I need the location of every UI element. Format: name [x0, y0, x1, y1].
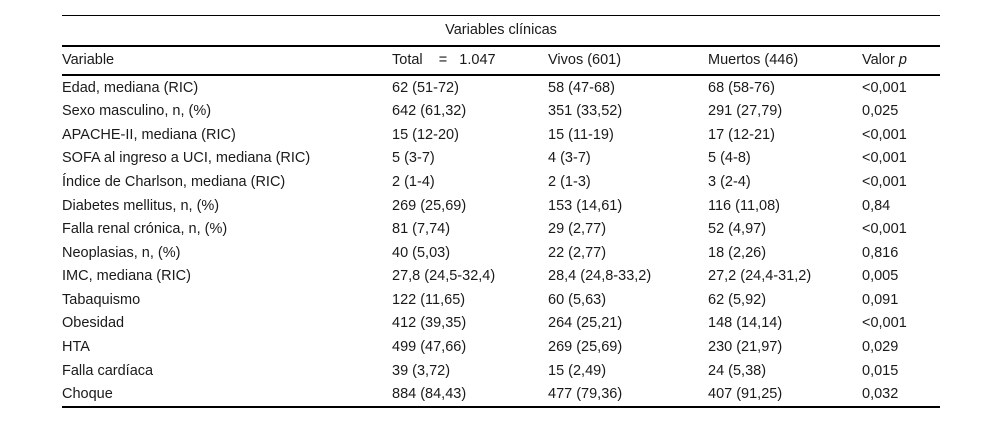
cell-total: 642 (61,32): [392, 103, 467, 120]
cell-p: <0,001: [862, 173, 907, 190]
cell-total: 5 (3-7): [392, 150, 435, 167]
cell-p: <0,001: [862, 126, 907, 143]
cell-total: 62 (51-72): [392, 79, 459, 96]
cell-vivos: 351 (33,52): [548, 103, 623, 120]
cell-p: 0,84: [862, 197, 891, 214]
cell-muertos: 407 (91,25): [708, 386, 783, 403]
valor-label: Valor: [862, 52, 899, 69]
cell-p: 0,816: [862, 244, 899, 261]
cell-muertos: 52 (4,97): [708, 221, 767, 238]
cell-muertos: 148 (14,14): [708, 315, 783, 332]
cell-variable: Choque: [62, 386, 113, 403]
cell-muertos: 291 (27,79): [708, 103, 783, 120]
cell-vivos: 269 (25,69): [548, 339, 623, 356]
cell-variable: IMC, mediana (RIC): [62, 268, 191, 285]
cell-p: <0,001: [862, 150, 907, 167]
p-symbol: p: [898, 52, 907, 69]
cell-p: 0,091: [862, 291, 899, 308]
cell-total: 122 (11,65): [392, 291, 466, 308]
cell-muertos: 3 (2-4): [708, 173, 751, 190]
cell-muertos: 116 (11,08): [708, 197, 781, 214]
cell-vivos: 28,4 (24,8-33,2): [548, 268, 652, 285]
cell-muertos: 230 (21,97): [708, 339, 783, 356]
cell-variable: Sexo masculino, n, (%): [62, 103, 212, 120]
cell-variable: Diabetes mellitus, n, (%): [62, 197, 220, 214]
table-row: Obesidad 412 (39,35) 264 (25,21) 148 (14,14…: [62, 312, 940, 336]
cell-vivos: 29 (2,77): [548, 221, 607, 238]
cell-variable: SOFA al ingreso a UCI, mediana (RIC): [62, 150, 311, 167]
table-header-row: Variable Total = 1.047 Vivos (601) Muert…: [62, 46, 941, 76]
cell-total: 39 (3,72): [392, 362, 451, 379]
table-row: Neoplasias, n, (%) 40 (5,03) 22 (2,77) 18 (…: [62, 241, 940, 265]
cell-p: 0,025: [862, 103, 899, 120]
cell-total: 15 (12-20): [392, 126, 459, 143]
cell-variable: Índice de Charlson, mediana (RIC): [62, 173, 286, 190]
cell-muertos: 27,2 (24,4-31,2): [708, 268, 812, 285]
column-header-total: Total = 1.047: [392, 46, 548, 76]
cell-total: 2 (1-4): [392, 173, 435, 190]
table-row: Diabetes mellitus, n, (%) 269 (25,69) 153 …: [62, 194, 940, 218]
cell-variable: Tabaquismo: [62, 291, 141, 308]
cell-muertos: 5 (4-8): [708, 150, 751, 167]
cell-vivos: 60 (5,63): [548, 291, 607, 308]
cell-muertos: 68 (58-76): [708, 79, 775, 96]
table-row: Sexo masculino, n, (%) 642 (61,32) 351 (33…: [62, 100, 940, 124]
cell-vivos: 477 (79,36): [548, 386, 623, 403]
table-body: Edad, mediana (RIC) 62 (51-72) 58 (47-68) 6…: [62, 75, 940, 407]
cell-total: 269 (25,69): [392, 197, 467, 214]
cell-muertos: 17 (12-21): [708, 126, 775, 143]
table-row: HTA 499 (47,66) 269 (25,69) 230 (21,97) 0,02…: [62, 336, 940, 360]
column-header-muertos: Muertos (446): [708, 46, 862, 76]
cell-p: <0,001: [862, 79, 907, 96]
table-row: Choque 884 (84,43) 477 (79,36) 407 (91,25) 0…: [62, 383, 940, 408]
cell-total: 27,8 (24,5-32,4): [392, 268, 496, 285]
cell-p: 0,015: [862, 362, 899, 379]
table-row: IMC, mediana (RIC) 27,8 (24,5-32,4) 28,4 (…: [62, 265, 940, 289]
table-title: Variables clínicas: [62, 15, 941, 47]
cell-muertos: 24 (5,38): [708, 362, 767, 379]
cell-vivos: 15 (11-19): [548, 126, 614, 143]
clinical-variables-table-container: Variables clínicas Variable Total = 1.04…: [62, 15, 941, 409]
cell-p: <0,001: [862, 221, 907, 238]
cell-total: 412 (39,35): [392, 315, 467, 332]
cell-variable: Edad, mediana (RIC): [62, 79, 199, 96]
clinical-variables-table: Variables clínicas Variable Total = 1.04…: [62, 15, 941, 409]
cell-p: 0,005: [862, 268, 899, 285]
cell-vivos: 4 (3-7): [548, 150, 591, 167]
cell-variable: HTA: [62, 339, 90, 356]
cell-p: 0,029: [862, 339, 899, 356]
table-row: Falla renal crónica, n, (%) 81 (7,74) 29 (…: [62, 218, 940, 242]
table-row: Falla cardíaca 39 (3,72) 15 (2,49) 24 (5,38…: [62, 359, 940, 383]
table-row: Tabaquismo 122 (11,65) 60 (5,63) 62 (5,92) 0…: [62, 288, 940, 312]
cell-vivos: 22 (2,77): [548, 244, 607, 261]
cell-variable: Falla cardíaca: [62, 362, 154, 379]
cell-muertos: 18 (2,26): [708, 244, 767, 261]
cell-vivos: 264 (25,21): [548, 315, 623, 332]
column-header-variable: Variable: [62, 46, 392, 76]
cell-p: <0,001: [862, 315, 907, 332]
table-row: SOFA al ingreso a UCI, mediana (RIC) 5 (3…: [62, 147, 940, 171]
table-row: Índice de Charlson, mediana (RIC) 2 (1-4)…: [62, 170, 940, 194]
cell-muertos: 62 (5,92): [708, 291, 767, 308]
column-header-valor-p: Valor p: [862, 46, 941, 76]
cell-variable: Falla renal crónica, n, (%): [62, 221, 228, 238]
cell-p: 0,032: [862, 386, 899, 403]
cell-vivos: 2 (1-3): [548, 173, 591, 190]
table-row: APACHE-II, mediana (RIC) 15 (12-20) 15 (11…: [62, 123, 940, 147]
cell-total: 81 (7,74): [392, 221, 451, 238]
cell-variable: Neoplasias, n, (%): [62, 244, 181, 261]
table-row: Edad, mediana (RIC) 62 (51-72) 58 (47-68) 6…: [62, 75, 940, 100]
cell-vivos: 15 (2,49): [548, 362, 607, 379]
cell-variable: Obesidad: [62, 315, 125, 332]
table-title-row: Variables clínicas: [62, 15, 941, 47]
cell-total: 40 (5,03): [392, 244, 451, 261]
cell-vivos: 58 (47-68): [548, 79, 615, 96]
cell-vivos: 153 (14,61): [548, 197, 623, 214]
cell-variable: APACHE-II, mediana (RIC): [62, 126, 236, 143]
cell-total: 884 (84,43): [392, 386, 467, 403]
cell-total: 499 (47,66): [392, 339, 467, 356]
column-header-vivos: Vivos (601): [548, 46, 708, 76]
